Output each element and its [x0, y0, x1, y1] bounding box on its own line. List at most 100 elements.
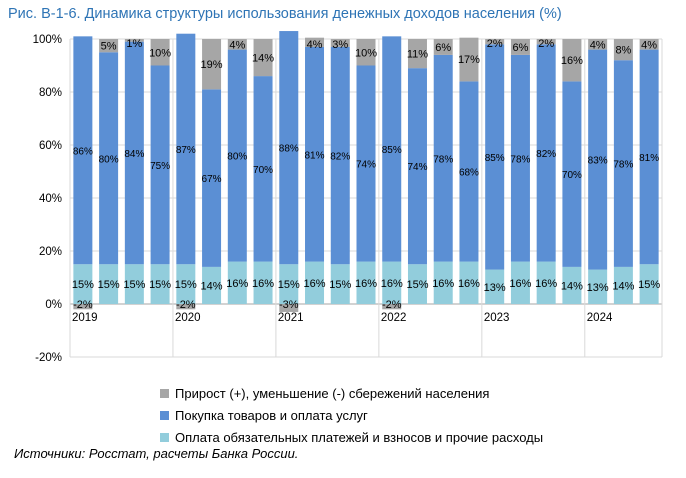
- data-label-savings: 4%: [590, 39, 606, 51]
- bar-goods: [433, 54, 453, 262]
- data-label-savings: -2%: [382, 299, 402, 311]
- x-year-label: 2020: [175, 312, 201, 324]
- data-label-goods: 86%: [73, 146, 93, 157]
- x-year-label: 2022: [381, 312, 407, 324]
- bar-mandatory: [356, 261, 376, 304]
- bar-goods: [176, 33, 196, 265]
- bar-mandatory: [433, 261, 453, 304]
- data-label-goods: 75%: [150, 161, 170, 172]
- data-label-savings: 2%: [538, 38, 554, 50]
- bar-savings: [124, 39, 144, 42]
- data-label-mandatory: 15%: [175, 279, 197, 291]
- bar-goods: [562, 81, 582, 267]
- data-label-goods: 81%: [639, 153, 659, 164]
- data-label-mandatory: 14%: [612, 280, 634, 292]
- data-label-mandatory: 15%: [98, 279, 120, 291]
- data-label-goods: 82%: [330, 152, 350, 163]
- data-label-goods: 74%: [407, 162, 427, 173]
- bar-mandatory: [253, 261, 273, 304]
- y-axis: -20% 0% 20% 40% 60% 80% 100%: [33, 34, 62, 364]
- data-label-goods: 80%: [227, 152, 247, 163]
- bar-savings: [330, 39, 350, 47]
- data-label-goods: 80%: [99, 154, 119, 165]
- data-label-savings: 19%: [201, 59, 223, 71]
- bar-mandatory: [536, 261, 556, 304]
- data-label-savings: 3%: [332, 39, 348, 51]
- bar-savings: [305, 37, 325, 47]
- bar-mandatory: [382, 261, 402, 304]
- data-label-mandatory: 13%: [587, 282, 609, 294]
- bar-mandatory: [588, 269, 608, 304]
- data-label-goods: 84%: [124, 149, 144, 160]
- data-label-mandatory: 15%: [149, 279, 171, 291]
- data-label-savings: -3%: [279, 299, 299, 311]
- legend-label-savings: Прирост (+), уменьшение (-) сбережений н…: [175, 385, 490, 401]
- bar-goods: [227, 49, 247, 262]
- data-label-savings: 4%: [229, 39, 245, 51]
- data-label-goods: 87%: [176, 145, 196, 156]
- bar-mandatory: [202, 266, 222, 304]
- bar-mandatory: [227, 261, 247, 304]
- legend-swatch-mandatory: [160, 432, 169, 442]
- bar-mandatory: [279, 264, 299, 304]
- data-label-mandatory: 16%: [355, 278, 377, 290]
- y-tick-label: 60%: [39, 140, 62, 152]
- bar-goods: [99, 52, 119, 265]
- bars: [73, 31, 659, 312]
- data-label-mandatory: 16%: [252, 278, 274, 290]
- data-label-goods: 68%: [459, 168, 479, 179]
- data-label-goods: 85%: [485, 153, 505, 164]
- bar-savings: [485, 39, 505, 45]
- bar-savings: [382, 304, 402, 310]
- data-labels: 15% 86% -2% 15% 80% 5% 15% 84% 1% 15% 75% 10% 15% 87%…: [72, 38, 660, 311]
- bar-goods: [305, 46, 325, 262]
- data-label-mandatory: 16%: [381, 278, 403, 290]
- data-label-goods: 78%: [613, 160, 633, 171]
- legend-label-mandatory: Оплата обязательных платежей и взносов и…: [175, 429, 544, 445]
- x-year-label: 2023: [484, 312, 510, 324]
- data-label-savings: 14%: [252, 53, 274, 65]
- data-label-goods: 70%: [253, 165, 273, 176]
- bar-goods: [459, 81, 479, 262]
- y-tick-label: -20%: [35, 352, 62, 364]
- bar-goods: [150, 65, 170, 265]
- bar-mandatory: [99, 264, 119, 304]
- bar-goods: [73, 36, 93, 265]
- x-year-label: 2019: [72, 312, 98, 324]
- bar-mandatory: [613, 266, 633, 304]
- data-label-mandatory: 16%: [458, 278, 480, 290]
- data-label-savings: 11%: [407, 49, 428, 61]
- bar-savings: [407, 39, 427, 69]
- legend-item-mandatory: Оплата обязательных платежей и взносов и…: [160, 426, 543, 448]
- data-label-mandatory: 15%: [123, 279, 145, 291]
- data-label-savings: -2%: [176, 299, 196, 311]
- legend-swatch-goods: [160, 410, 169, 420]
- bar-savings: [279, 304, 299, 312]
- bar-savings: [639, 39, 659, 50]
- bar-mandatory: [510, 261, 530, 304]
- chart-title: Рис. В-1-6. Динамика структуры использов…: [8, 6, 562, 22]
- bar-goods: [382, 36, 402, 262]
- bar-savings: [176, 304, 196, 310]
- data-label-mandatory: 16%: [304, 278, 326, 290]
- bar-savings: [562, 39, 582, 82]
- bar-savings: [459, 37, 479, 82]
- bar-goods: [485, 44, 505, 270]
- stacked-bar-chart: 15% 86% -2% 15% 80% 5% 15% 84% 1% 15% 75% 10% 15% 87%…: [33, 31, 663, 364]
- data-label-mandatory: 16%: [535, 278, 557, 290]
- data-label-mandatory: 15%: [329, 279, 351, 291]
- bar-goods: [588, 49, 608, 270]
- data-label-goods: 67%: [202, 174, 222, 185]
- source-note: Источники: Росстат, расчеты Банка России…: [14, 446, 299, 461]
- data-label-savings: 17%: [458, 54, 480, 66]
- bar-mandatory: [459, 261, 479, 304]
- data-label-mandatory: 15%: [638, 279, 660, 291]
- bar-goods: [202, 89, 222, 267]
- bar-mandatory: [124, 264, 144, 304]
- data-label-goods: 82%: [536, 149, 556, 160]
- bar-mandatory: [562, 266, 582, 304]
- data-label-mandatory: 14%: [201, 280, 223, 292]
- bar-mandatory: [150, 264, 170, 304]
- data-label-mandatory: 14%: [561, 280, 583, 292]
- data-label-savings: -2%: [73, 299, 93, 311]
